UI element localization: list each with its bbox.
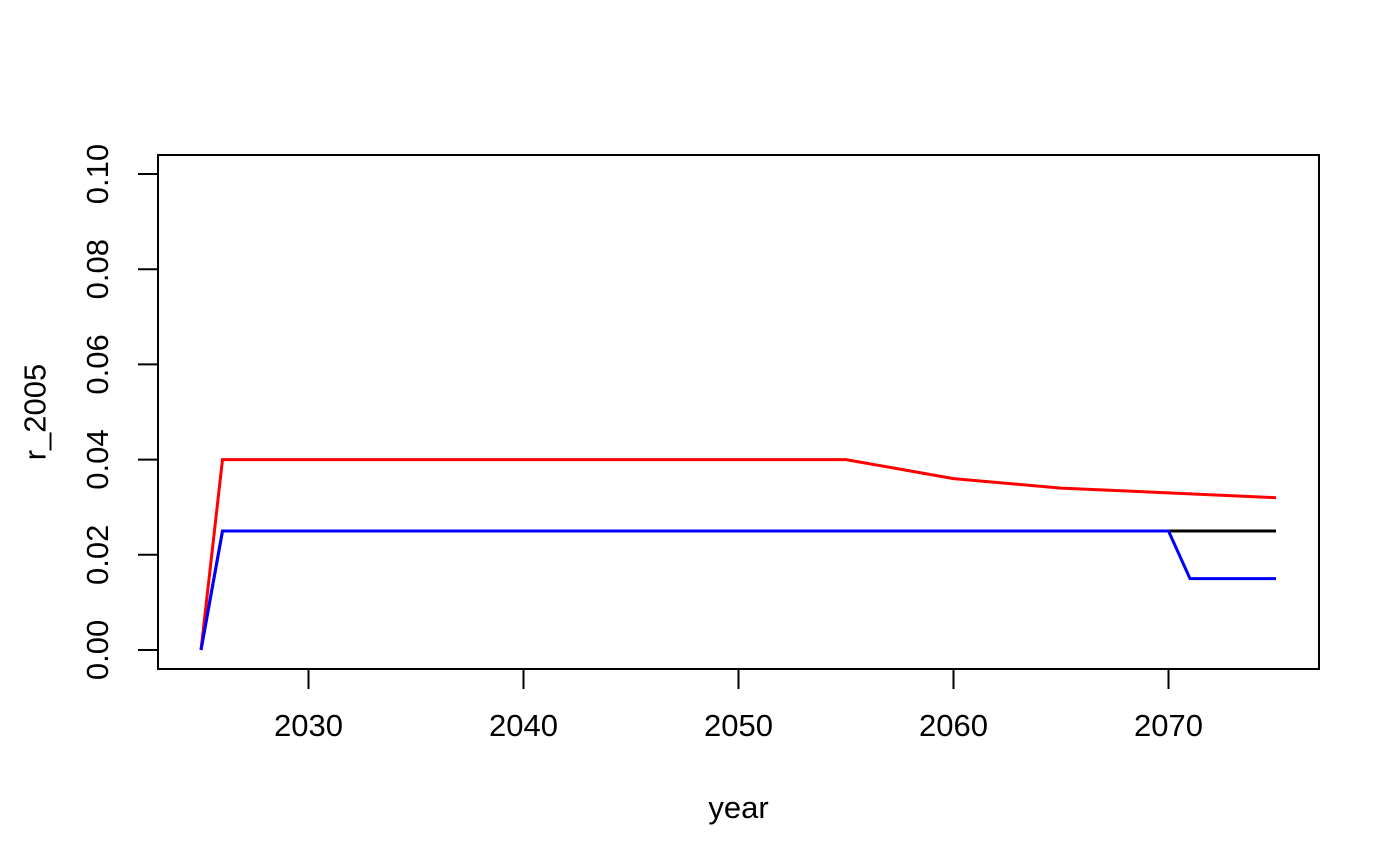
y-tick-label: 0.04 — [80, 429, 115, 489]
y-tick-label: 0.10 — [80, 144, 115, 204]
y-tick-label: 0.06 — [80, 334, 115, 394]
y-tick-label: 0.08 — [80, 239, 115, 299]
y-axis-title: r_2005 — [17, 363, 53, 461]
x-tick-label: 2050 — [704, 708, 773, 743]
y-tick-label: 0.00 — [80, 620, 115, 680]
series-black-line — [199, 529, 1276, 651]
x-tick-label: 2070 — [1134, 708, 1203, 743]
series-red-line — [199, 458, 1277, 651]
y-tick-label: 0.02 — [80, 525, 115, 585]
plot-box — [157, 154, 1320, 670]
series-blue-line — [199, 529, 1276, 651]
x-axis-title: year — [708, 790, 769, 825]
x-tick-label: 2040 — [489, 708, 558, 743]
x-tick-label: 2030 — [274, 708, 343, 743]
x-tick-label: 2060 — [919, 708, 988, 743]
